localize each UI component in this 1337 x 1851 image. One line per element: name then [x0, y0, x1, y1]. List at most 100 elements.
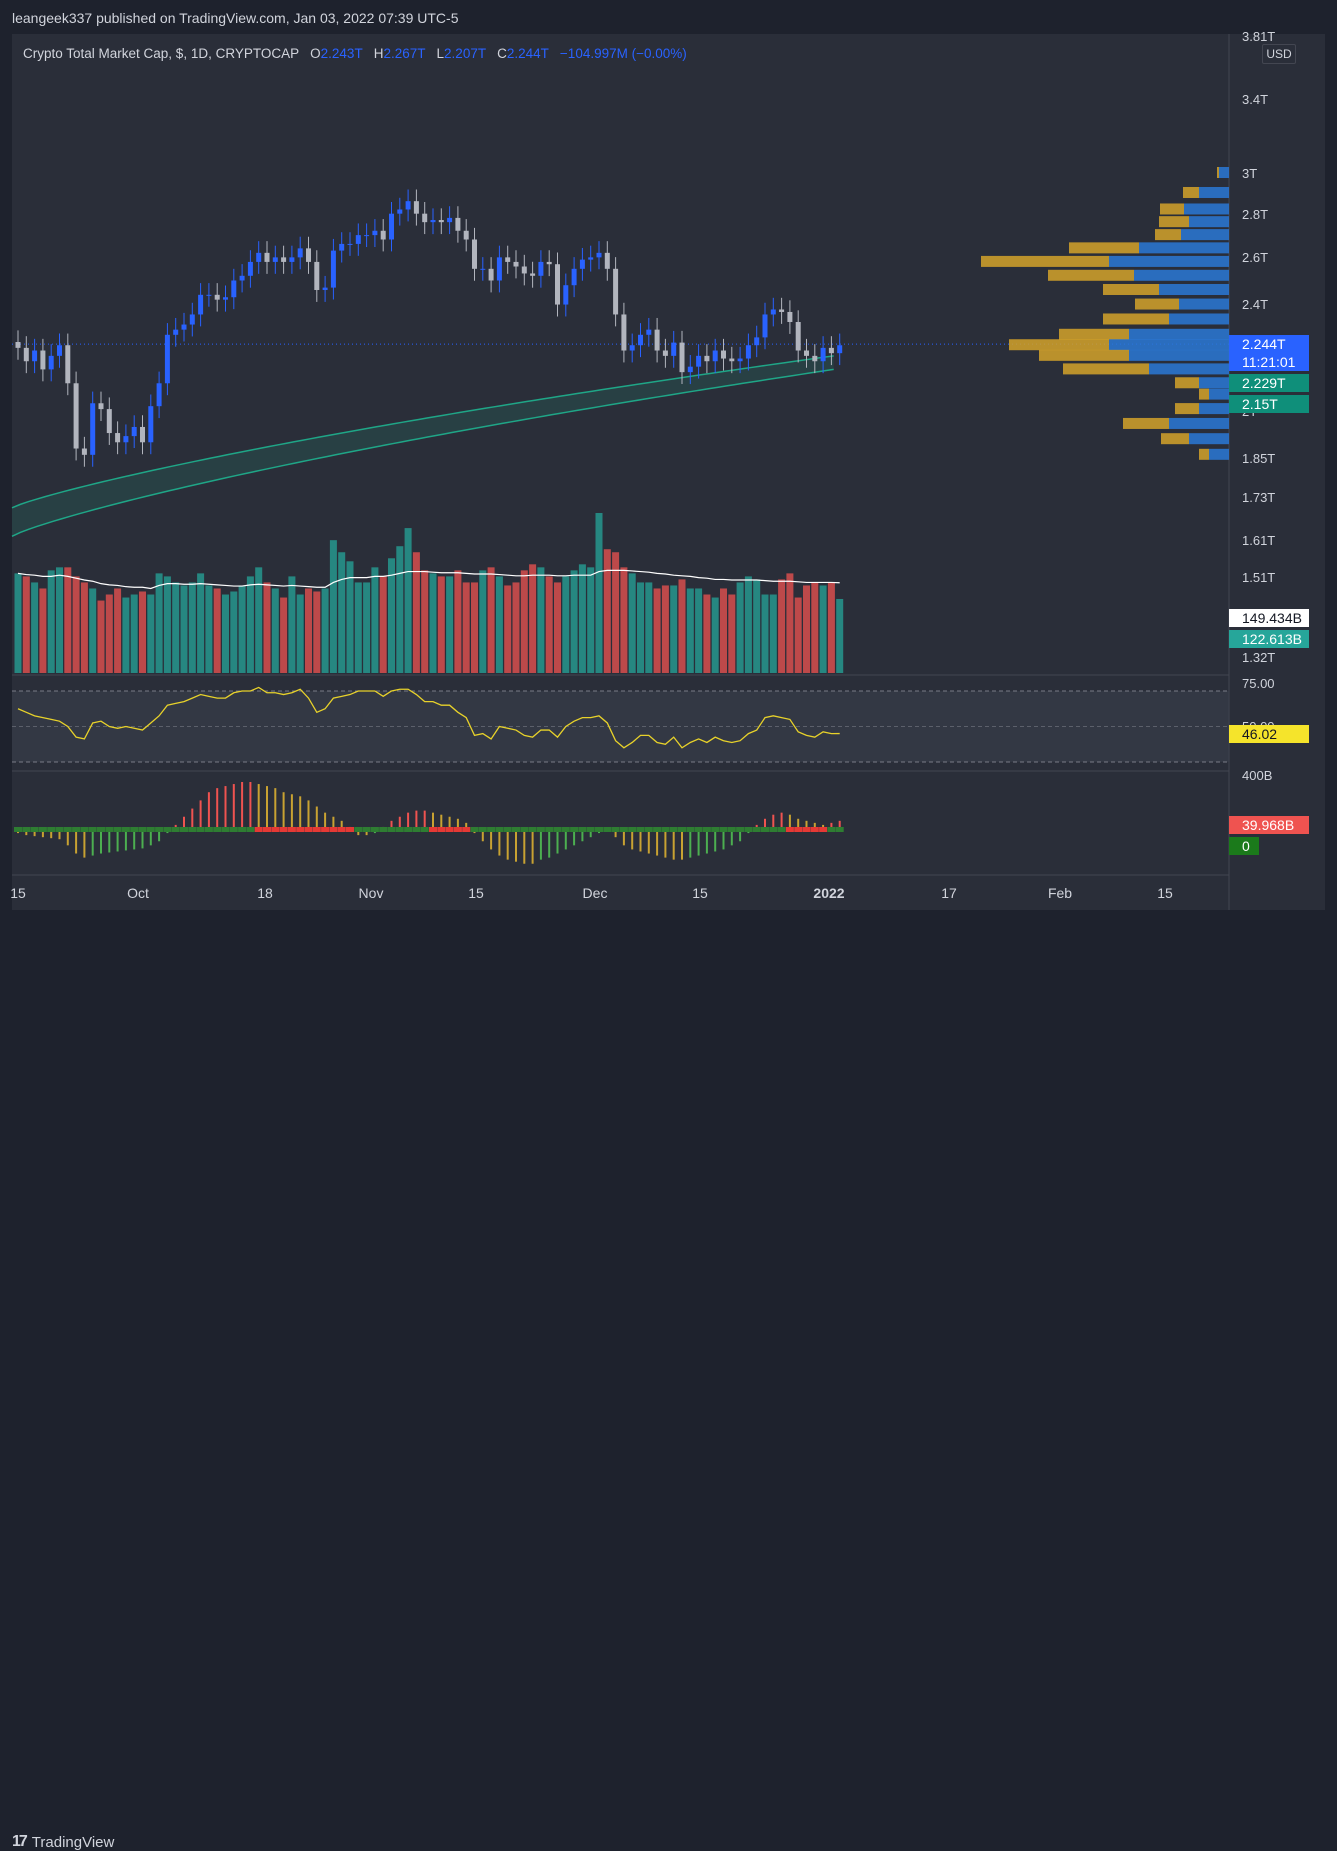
macd-bar	[116, 829, 119, 852]
macd-bar	[548, 829, 551, 858]
macd-signal-marker	[819, 827, 828, 832]
macd-bar	[282, 792, 285, 829]
price-axis: 3.81T3.4T3T2.8T2.6T2.4T2T1.85T1.73T1.61T…	[1242, 29, 1275, 783]
candle-body	[621, 314, 627, 351]
volume-bar	[371, 567, 379, 673]
macd-signal-marker	[785, 827, 794, 832]
volume-bar	[379, 576, 387, 673]
candle-body	[239, 275, 245, 281]
volume-bar	[578, 564, 586, 673]
volume-profile-bar	[1123, 417, 1169, 429]
macd-signal-marker	[429, 827, 437, 832]
main-chart[interactable]: 3.81T3.4T3T2.8T2.6T2.4T2T1.85T1.73T1.61T…	[0, 0, 1337, 954]
macd-signal-marker	[296, 827, 305, 832]
macd-signal-marker	[827, 827, 836, 832]
price-tick-label: 1.32T	[1242, 650, 1275, 665]
macd-bar	[307, 800, 310, 829]
candle-body	[148, 406, 154, 443]
volume-bar	[711, 597, 719, 673]
macd-signal-marker	[727, 827, 736, 832]
candle-body	[828, 347, 834, 354]
macd-signal-marker	[487, 827, 496, 832]
volume-bar	[263, 582, 271, 673]
time-tick-label: Oct	[127, 885, 149, 901]
macd-bar	[257, 784, 260, 829]
candle-body	[115, 433, 121, 443]
volume-profile-bar	[1189, 216, 1229, 228]
volume-profile-bar	[1217, 167, 1219, 178]
candle-body	[297, 248, 303, 258]
volume-bar	[404, 528, 412, 673]
volume-bar	[670, 585, 678, 673]
volume-bar	[130, 594, 138, 673]
candle-body	[472, 239, 477, 269]
volume-profile-bar	[1169, 313, 1229, 325]
candle-body	[405, 201, 411, 210]
ema-band	[11, 343, 1229, 537]
macd-bar	[697, 829, 700, 856]
candle-body	[198, 294, 204, 315]
volume-profile-bar	[1109, 339, 1229, 351]
candle-body	[314, 261, 320, 290]
volume-bar	[753, 579, 761, 673]
volume-profile-bar	[1149, 363, 1229, 375]
high-key: H	[373, 46, 384, 61]
macd-bar	[315, 806, 318, 829]
tradingview-logo[interactable]: 17 TradingView	[12, 1833, 114, 1851]
volume-bar	[811, 582, 819, 673]
volume-profile-bar	[1069, 242, 1139, 254]
price-tick-label: 2.4T	[1242, 297, 1268, 312]
macd-signal-marker	[810, 827, 819, 832]
volume-bar	[14, 573, 22, 673]
candle-body	[306, 248, 311, 262]
volume-bar	[271, 588, 279, 673]
macd-signal-marker	[694, 827, 703, 832]
macd-signal-marker	[503, 827, 512, 832]
volume-profile-bar	[1199, 403, 1229, 415]
publisher-info: leangeek337 published on TradingView.com…	[12, 10, 459, 26]
volume-profile-bar	[1169, 417, 1229, 429]
macd-bar	[241, 782, 244, 829]
volume-bar	[155, 573, 163, 673]
volume-bar	[114, 588, 122, 673]
macd-bar	[75, 829, 78, 854]
macd-signal-marker	[287, 827, 296, 832]
volume-bar	[686, 588, 694, 673]
macd-signal-marker	[669, 827, 678, 832]
candle-body	[81, 448, 87, 455]
candle-body	[596, 252, 602, 258]
chart-legend: Crypto Total Market Cap, $, 1D, CRYPTOCA…	[23, 46, 687, 61]
volume-bar	[97, 600, 105, 673]
currency-button[interactable]: USD	[1262, 44, 1296, 64]
low-key: L	[436, 46, 445, 61]
candle-body	[679, 342, 685, 373]
price-tick-label: 1.73T	[1242, 490, 1275, 505]
macd-bar	[498, 829, 501, 856]
volume-bar	[695, 588, 703, 673]
candle-body	[812, 355, 818, 362]
candle-body	[696, 355, 702, 367]
volume-profile-bar	[1103, 313, 1169, 325]
rsi-line	[17, 686, 840, 749]
volume-bar	[778, 579, 786, 673]
volume-bar	[89, 588, 97, 673]
chart-area[interactable]	[12, 34, 1325, 910]
macd-bar	[357, 829, 360, 836]
price-tick-label: 1.85T	[1242, 451, 1275, 466]
symbol-label[interactable]: Crypto Total Market Cap, $, 1D, CRYPTOCA…	[23, 46, 299, 61]
ema-upper-badge: 2.229T	[1242, 375, 1286, 391]
macd-pane	[14, 782, 844, 864]
candle-body	[837, 345, 843, 354]
candle-body	[687, 366, 693, 373]
macd-bar	[365, 829, 368, 836]
macd-bar	[531, 829, 534, 864]
macd-signal-marker	[420, 827, 429, 832]
candle-body	[289, 257, 295, 262]
volume-bar	[255, 567, 263, 673]
macd-bar	[714, 829, 717, 852]
macd-bar	[639, 829, 642, 852]
macd-signal-marker	[321, 827, 330, 832]
candle-body	[604, 252, 610, 269]
candle-body	[613, 268, 619, 315]
volume-bar	[163, 576, 171, 673]
